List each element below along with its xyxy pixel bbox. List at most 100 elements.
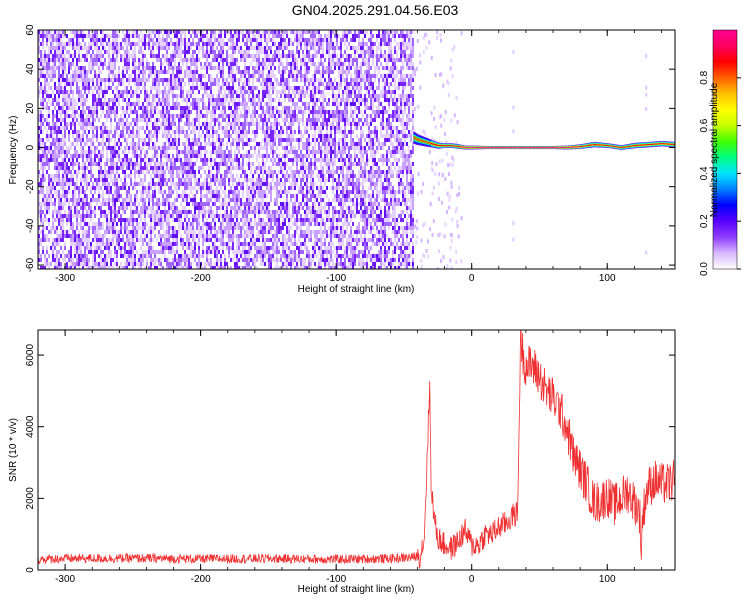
heatmap-cell: [82, 214, 84, 218]
heatmap-cell: [80, 146, 82, 150]
heatmap-cell: [102, 214, 104, 218]
heatmap-cell: [112, 58, 114, 62]
heatmap-cell: [158, 130, 160, 134]
heatmap-cell: [238, 242, 240, 246]
heatmap-cell: [40, 110, 42, 114]
heatmap-cell: [38, 214, 40, 218]
heatmap-cell: [192, 202, 194, 206]
heatmap-cell: [214, 246, 216, 250]
heatmap-cell: [232, 90, 234, 94]
heatmap-cell: [62, 230, 64, 234]
heatmap-cell: [156, 210, 158, 214]
heatmap-cell: [206, 30, 208, 34]
heatmap-cell: [82, 198, 84, 202]
heatmap-cell: [198, 218, 200, 222]
heatmap-cell: [162, 154, 164, 158]
heatmap-cell: [126, 86, 128, 90]
heatmap-cell: [130, 222, 132, 226]
heatmap-cell: [108, 206, 110, 210]
heatmap-cell: [210, 134, 212, 138]
heatmap-cell: [138, 98, 140, 102]
heatmap-cell: [192, 198, 194, 202]
heatmap-cell: [74, 46, 76, 50]
heatmap-cell: [86, 266, 88, 269]
heatmap-cell: [124, 50, 126, 54]
heatmap-cell: [40, 186, 42, 190]
heatmap-cell: [200, 86, 202, 90]
heatmap-cell: [66, 262, 68, 266]
heatmap-cell: [138, 146, 140, 150]
heatmap-cell: [172, 190, 174, 194]
heatmap-cell: [198, 126, 200, 130]
heatmap-cell: [80, 186, 82, 190]
heatmap-cell: [264, 50, 266, 54]
heatmap-cell: [210, 90, 212, 94]
heatmap-cell: [150, 74, 152, 78]
heatmap-cell: [242, 142, 244, 146]
heatmap-cell: [132, 230, 134, 234]
heatmap-cell: [70, 238, 72, 242]
heatmap-cell: [200, 150, 202, 154]
heatmap-cell: [260, 82, 262, 86]
heatmap-cell: [58, 110, 60, 114]
heatmap-cell: [194, 182, 196, 186]
heatmap-cell: [134, 74, 136, 78]
heatmap-cell: [76, 34, 78, 38]
heatmap-cell: [236, 46, 238, 50]
heatmap-cell: [244, 214, 246, 218]
heatmap-cell: [208, 134, 210, 138]
heatmap-cell: [84, 102, 86, 106]
heatmap-cell: [82, 82, 84, 86]
heatmap-cell: [246, 194, 248, 198]
heatmap-cell: [58, 242, 60, 246]
heatmap-cell: [264, 122, 266, 126]
heatmap-cell: [260, 118, 262, 122]
heatmap-cell: [254, 138, 256, 142]
heatmap-cell: [130, 234, 132, 238]
heatmap-cell: [150, 258, 152, 262]
heatmap-cell: [164, 94, 166, 98]
heatmap-cell: [62, 182, 64, 186]
heatmap-cell: [100, 254, 102, 258]
heatmap-cell: [118, 210, 120, 214]
heatmap-cell: [104, 34, 106, 38]
heatmap-cell: [206, 162, 208, 166]
heatmap-cell: [154, 222, 156, 226]
heatmap-cell: [88, 118, 90, 122]
heatmap-cell: [176, 106, 178, 110]
heatmap-cell: [136, 218, 138, 222]
heatmap-cell: [112, 170, 114, 174]
heatmap-cell: [188, 218, 190, 222]
heatmap-cell: [214, 78, 216, 82]
heatmap-cell: [188, 262, 190, 266]
heatmap-cell: [106, 198, 108, 202]
heatmap-cell: [70, 54, 72, 58]
heatmap-cell: [126, 58, 128, 62]
heatmap-cell: [202, 146, 204, 150]
heatmap-cell: [160, 78, 162, 82]
heatmap-cell: [120, 134, 122, 138]
heatmap-cell: [66, 182, 68, 186]
heatmap-cell: [52, 158, 54, 162]
heatmap-cell: [240, 162, 242, 166]
heatmap-cell: [76, 138, 78, 142]
heatmap-cell: [108, 46, 110, 50]
heatmap-cell: [268, 110, 270, 114]
heatmap-cell: [252, 190, 254, 194]
heatmap-cell: [152, 194, 154, 198]
heatmap-cell: [266, 50, 268, 54]
heatmap-cell: [166, 90, 168, 94]
heatmap-cell: [94, 198, 96, 202]
heatmap-cell: [258, 98, 260, 102]
heatmap-cell: [42, 90, 44, 94]
heatmap-cell: [238, 98, 240, 102]
heatmap-cell: [170, 190, 172, 194]
heatmap-cell: [44, 218, 46, 222]
heatmap-cell: [72, 178, 74, 182]
heatmap-cell: [254, 86, 256, 90]
heatmap-cell: [96, 182, 98, 186]
heatmap-cell: [48, 134, 50, 138]
heatmap-cell: [114, 182, 116, 186]
heatmap-cell: [268, 206, 270, 210]
heatmap-cell: [88, 78, 90, 82]
